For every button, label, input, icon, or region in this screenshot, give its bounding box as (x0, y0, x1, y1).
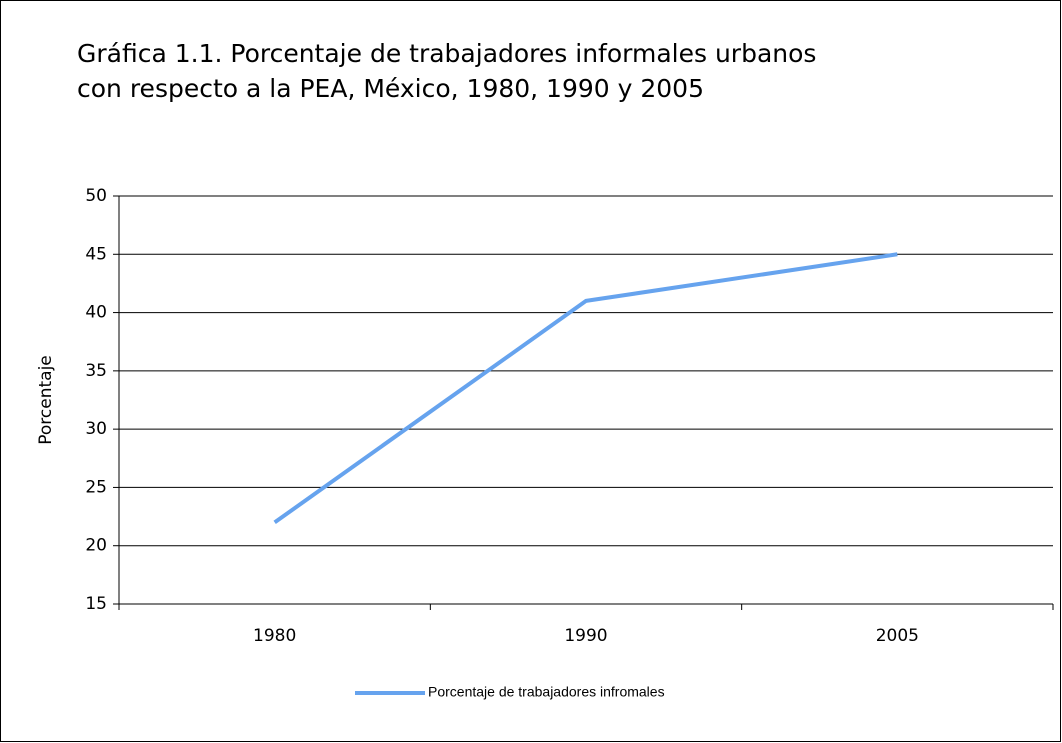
legend-label: Porcentaje de trabajadores infromales (428, 684, 665, 700)
data-line (273, 252, 898, 525)
x-tick-label: 2005 (876, 626, 919, 646)
y-tick-label: 40 (85, 303, 107, 323)
x-tick-label: 1980 (253, 626, 296, 646)
y-axis-label: Porcentaje (36, 355, 56, 445)
chart-title: con respecto a la PEA, México, 1980, 199… (77, 74, 704, 103)
y-tick-label: 45 (85, 244, 107, 264)
y-tick-label: 30 (85, 419, 107, 439)
y-tick-label: 20 (85, 536, 107, 556)
y-tick-label: 35 (85, 361, 107, 381)
y-tick-label: 15 (85, 594, 107, 614)
chart-title: Gráfica 1.1. Porcentaje de trabajadores … (77, 39, 816, 68)
y-tick-label: 25 (85, 477, 107, 497)
y-tick-label: 50 (85, 186, 107, 206)
x-tick-label: 1990 (564, 626, 607, 646)
